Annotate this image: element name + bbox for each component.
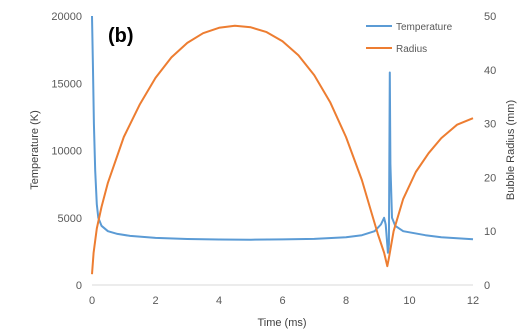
x-tick-label: 4 (216, 295, 222, 307)
y-right-tick-label: 50 (484, 11, 496, 23)
y-right-tick-label: 20 (484, 172, 496, 184)
y-left-tick-label: 10000 (51, 146, 82, 158)
y-right-tick-label: 10 (484, 226, 496, 238)
y-right-axis-title: Bubble Radius (mm) (505, 100, 517, 200)
x-tick-label: 6 (279, 295, 285, 307)
y-left-tick-labels: 0 5000 10000 15000 20000 (51, 11, 82, 292)
x-tick-labels: 0 2 4 6 8 10 12 (89, 295, 479, 307)
y-left-tick-label: 20000 (51, 11, 82, 23)
x-tick-label: 8 (343, 295, 349, 307)
series-layer (91, 15, 474, 275)
y-left-axis-title: Temperature (K) (29, 110, 41, 189)
series-line-radius (91, 24, 474, 275)
legend: Temperature Radius (366, 22, 453, 55)
y-right-tick-labels: 0 10 20 30 40 50 (484, 11, 496, 292)
y-left-tick-label: 15000 (51, 78, 82, 90)
x-tick-label: 0 (89, 295, 95, 307)
y-right-tick-label: 0 (484, 280, 490, 292)
legend-label-temperature: Temperature (396, 22, 453, 33)
panel-label: (b) (108, 25, 134, 47)
x-tick-label: 10 (403, 295, 415, 307)
x-axis-title: Time (ms) (257, 317, 306, 329)
x-tick-label: 12 (467, 295, 479, 307)
y-left-tick-label: 0 (76, 280, 82, 292)
x-tick-label: 2 (152, 295, 158, 307)
legend-label-radius: Radius (396, 44, 427, 55)
y-right-tick-label: 30 (484, 119, 496, 131)
y-right-tick-label: 40 (484, 65, 496, 77)
y-left-tick-label: 5000 (58, 213, 82, 225)
